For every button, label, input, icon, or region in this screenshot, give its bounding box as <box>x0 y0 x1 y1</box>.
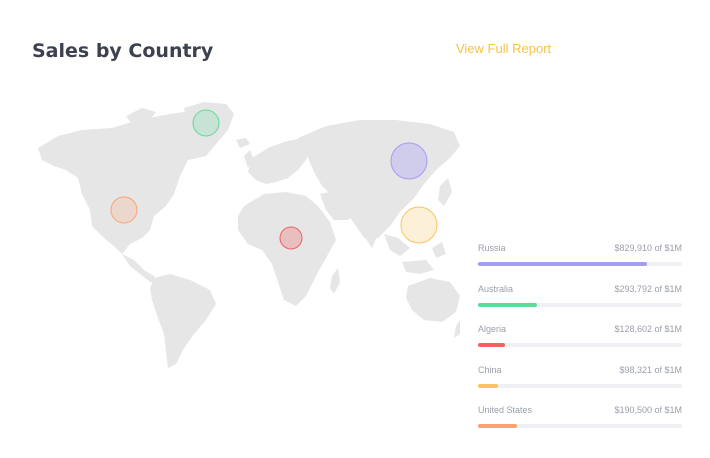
progress-track <box>478 383 682 388</box>
progress-fill <box>478 383 499 388</box>
country-name: Russia <box>478 243 506 253</box>
page-title: Sales by Country <box>32 40 214 62</box>
progress-track <box>478 424 682 428</box>
country-stat-russia: Russia $829,910 of $1M <box>478 242 682 283</box>
country-stat-algeria: Algeria $128,602 of $1M <box>478 323 682 364</box>
progress-track <box>478 343 682 347</box>
country-name: China <box>478 364 502 375</box>
country-stats-list: Russia $829,910 of $1M Australia $293,79… <box>478 242 682 445</box>
marker-united-states[interactable] <box>110 196 138 224</box>
progress-track <box>478 302 682 307</box>
progress-fill <box>478 302 538 307</box>
marker-algeria[interactable] <box>279 226 303 250</box>
marker-china[interactable] <box>400 206 438 244</box>
country-value: $829,910 of $1M <box>614 243 682 253</box>
country-name: United States <box>478 405 533 415</box>
country-value: $190,500 of $1M <box>614 405 682 415</box>
view-full-report-link[interactable]: View Full Report <box>456 41 552 56</box>
progress-track <box>478 262 682 266</box>
country-stat-united-states: United States $190,500 of $1M <box>478 404 682 445</box>
map-markers <box>110 109 438 250</box>
progress-fill <box>478 262 648 266</box>
map-land <box>38 102 460 368</box>
progress-fill <box>478 424 517 428</box>
country-value: $128,602 of $1M <box>614 324 682 334</box>
country-stat-australia: Australia $293,792 of $1M <box>478 283 682 324</box>
country-value: $98,321 of $1M <box>619 364 682 375</box>
world-map <box>38 102 460 368</box>
progress-fill <box>478 343 505 347</box>
country-value: $293,792 of $1M <box>614 283 682 294</box>
marker-russia[interactable] <box>390 142 428 180</box>
marker-greenland[interactable] <box>192 109 220 137</box>
country-name: Algeria <box>478 324 507 334</box>
country-stat-china: China $98,321 of $1M <box>478 364 682 405</box>
country-name: Australia <box>478 283 514 294</box>
